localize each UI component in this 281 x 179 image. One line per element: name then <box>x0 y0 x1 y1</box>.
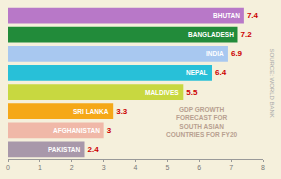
svg-text:3: 3 <box>107 126 112 135</box>
svg-text:SRI LANKA: SRI LANKA <box>73 108 109 115</box>
svg-text:3: 3 <box>102 164 106 171</box>
svg-text:2: 2 <box>70 164 74 171</box>
svg-text:SOURCE: WORLD BANK: SOURCE: WORLD BANK <box>269 49 275 118</box>
svg-text:7.2: 7.2 <box>241 30 253 39</box>
svg-text:4: 4 <box>134 164 138 171</box>
svg-text:2.4: 2.4 <box>88 145 100 154</box>
svg-text:NEPAL: NEPAL <box>186 69 208 76</box>
svg-text:BANGLADESH: BANGLADESH <box>188 31 234 38</box>
svg-text:INDIA: INDIA <box>206 50 224 57</box>
svg-text:0: 0 <box>6 164 10 171</box>
svg-text:6: 6 <box>197 164 201 171</box>
svg-text:AFGHANISTAN: AFGHANISTAN <box>53 127 100 134</box>
svg-text:7.4: 7.4 <box>247 11 259 20</box>
svg-text:3.3: 3.3 <box>116 107 128 116</box>
svg-text:1: 1 <box>38 164 42 171</box>
svg-text:PAKISTAN: PAKISTAN <box>48 146 81 153</box>
svg-text:5.5: 5.5 <box>186 88 198 97</box>
svg-text:MALDIVES: MALDIVES <box>145 89 179 96</box>
svg-text:5: 5 <box>165 164 169 171</box>
svg-text:GDP GROWTHFORECAST FORSOUTH AS: GDP GROWTHFORECAST FORSOUTH ASIANCOUNTRI… <box>166 106 238 138</box>
svg-text:7: 7 <box>229 164 233 171</box>
svg-text:BHUTAN: BHUTAN <box>213 12 240 19</box>
svg-text:8: 8 <box>261 164 265 171</box>
svg-text:6.4: 6.4 <box>215 68 227 77</box>
svg-text:6.9: 6.9 <box>231 49 243 58</box>
